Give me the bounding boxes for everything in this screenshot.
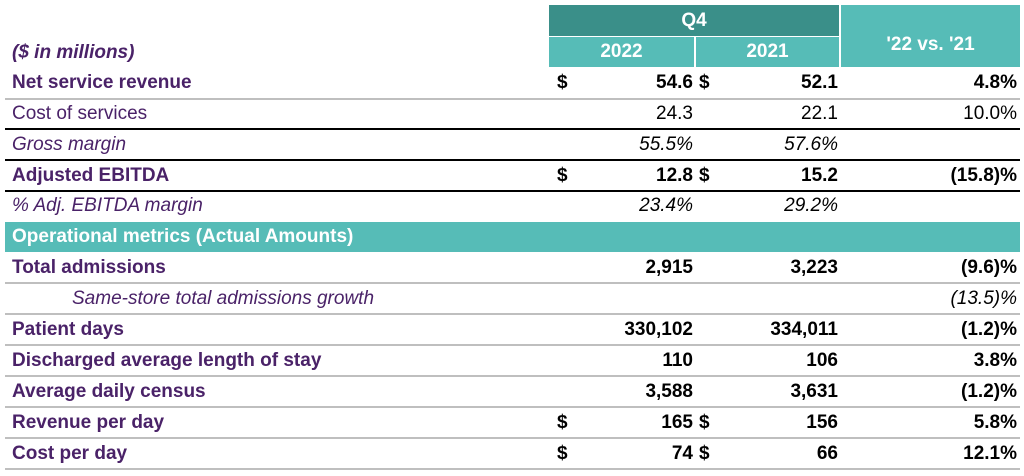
value-2022: 55.5% [639,133,693,155]
value-2022: 330,102 [624,318,693,340]
dollar-sign: $ [699,411,710,433]
value-2021: 66 [816,442,838,464]
value-change: 5.8% [973,411,1017,433]
value-2021: 52.1 [801,71,838,93]
value-change: 3.8% [973,349,1017,371]
dollar-sign: $ [557,164,568,186]
dollar-sign: $ [699,442,710,464]
dollar-sign: $ [557,442,568,464]
comparison-header: '22 vs. '21 [841,5,1020,67]
period-header: Q4 [549,5,839,36]
value-2021: 15.2 [801,164,838,186]
value-2022: 74 [671,442,693,464]
value-change: (1.2)% [961,380,1017,402]
year-2022-header: 2022 [549,37,694,67]
value-2022: 2,915 [645,256,693,278]
table-row-same-store-admissions-growth: Same-store total admissions growth (13.5… [5,284,1020,315]
value-2022: 165 [661,411,693,433]
value-2021: 106 [806,349,838,371]
row-label: % Adj. EBITDA margin [12,195,203,216]
value-2021: 334,011 [770,318,838,340]
dollar-sign: $ [557,411,568,433]
value-2022: 12.8 [656,164,693,186]
value-change: (13.5)% [950,287,1017,309]
year-2021-header: 2021 [696,37,839,67]
table-row-adjusted-ebitda: Adjusted EBITDA $ 12.8 $ 15.2 (15.8)% [5,161,1020,192]
value-2021: 22.1 [801,102,838,124]
table-row-adj-ebitda-margin: % Adj. EBITDA margin 23.4% 29.2% [5,192,1020,220]
table-row-revenue-per-day: Revenue per day $ 165 $ 156 5.8% [5,408,1020,439]
value-2021: 3,223 [790,256,838,278]
row-label: Discharged average length of stay [12,349,322,371]
row-label: Patient days [12,318,124,340]
row-label: Total admissions [12,256,166,278]
row-label: Adjusted EBITDA [12,164,170,186]
section-title: Operational metrics (Actual Amounts) [12,226,354,247]
value-change [845,192,1017,220]
dollar-sign: $ [557,71,568,93]
value-change: (1.2)% [961,318,1017,340]
value-2022: 23.4% [639,195,693,216]
row-label: Gross margin [12,133,127,155]
row-label: Same-store total admissions growth [72,287,375,309]
row-label: Cost per day [12,442,128,464]
value-2022: 24.3 [656,102,693,124]
row-label: Average daily census [12,380,206,402]
table-row-discharged-average-length-of-stay: Discharged average length of stay 110 10… [5,346,1020,377]
dollar-sign: $ [699,164,710,186]
value-2021: 29.2% [784,195,838,216]
value-2021: 57.6% [784,133,838,155]
value-2022: 3,588 [645,380,693,402]
row-label: Cost of services [12,102,148,124]
section-header-operational-metrics: Operational metrics (Actual Amounts) [5,222,1020,252]
value-2022: 110 [662,349,693,371]
table-row-average-daily-census: Average daily census 3,588 3,631 (1.2)% [5,377,1020,408]
value-2021: 156 [806,411,838,433]
dollar-sign: $ [699,71,710,93]
table-row-gross-margin: Gross margin 55.5% 57.6% [5,130,1020,161]
table-row-cost-per-day: Cost per day $ 74 $ 66 12.1% [5,439,1020,470]
row-label: Revenue per day [12,411,165,433]
value-2021: 3,631 [790,380,838,402]
value-change: 12.1% [963,442,1017,464]
value-2022: 54.6 [656,71,693,93]
value-change: 4.8% [973,71,1017,93]
value-change [845,130,1017,159]
unit-label: ($ in millions) [12,42,135,63]
table-row-patient-days: Patient days 330,102 334,011 (1.2)% [5,315,1020,346]
value-change: 10.0% [963,102,1017,124]
value-change: (9.6)% [961,256,1017,278]
table-row-cost-of-services: Cost of services 24.3 22.1 10.0% [5,99,1020,130]
row-label: Net service revenue [12,71,192,93]
table-row-net-service-revenue: Net service revenue $ 54.6 $ 52.1 4.8% [5,67,1020,100]
value-change: (15.8)% [950,164,1017,186]
table-row-total-admissions: Total admissions 2,915 3,223 (9.6)% [5,253,1020,284]
